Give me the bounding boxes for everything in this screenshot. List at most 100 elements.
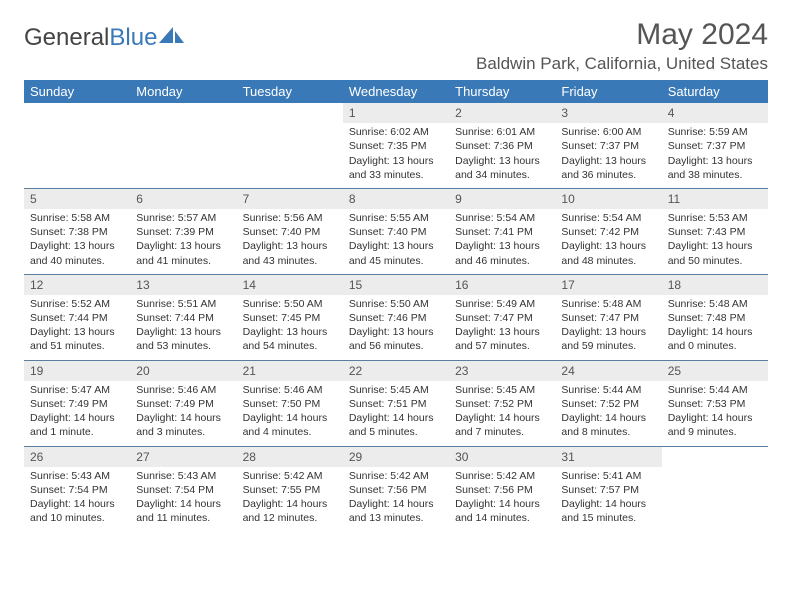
day-number: 2 [449, 103, 555, 123]
day-number: 28 [237, 447, 343, 467]
sunset-line: Sunset: 7:46 PM [349, 311, 443, 325]
day-number: 25 [662, 361, 768, 381]
sunset-line: Sunset: 7:44 PM [136, 311, 230, 325]
sunrise-line: Sunrise: 5:51 AM [136, 297, 230, 311]
sunrise-line: Sunrise: 5:45 AM [455, 383, 549, 397]
sunrise-line: Sunrise: 5:54 AM [561, 211, 655, 225]
sunset-line: Sunset: 7:55 PM [243, 483, 337, 497]
day-number: 6 [130, 189, 236, 209]
sunrise-line: Sunrise: 6:02 AM [349, 125, 443, 139]
day-number: 12 [24, 275, 130, 295]
sunset-line: Sunset: 7:51 PM [349, 397, 443, 411]
sunset-line: Sunset: 7:49 PM [136, 397, 230, 411]
sunset-line: Sunset: 7:41 PM [455, 225, 549, 239]
sunrise-line: Sunrise: 5:43 AM [30, 469, 124, 483]
calendar-cell: 29Sunrise: 5:42 AMSunset: 7:56 PMDayligh… [343, 446, 449, 531]
sunrise-line: Sunrise: 5:43 AM [136, 469, 230, 483]
sunset-line: Sunset: 7:37 PM [668, 139, 762, 153]
calendar-cell: 18Sunrise: 5:48 AMSunset: 7:48 PMDayligh… [662, 274, 768, 360]
sunrise-line: Sunrise: 5:50 AM [243, 297, 337, 311]
sunset-line: Sunset: 7:43 PM [668, 225, 762, 239]
daylight-line: Daylight: 13 hours and 38 minutes. [668, 154, 762, 182]
daylight-line: Daylight: 14 hours and 3 minutes. [136, 411, 230, 439]
sunrise-line: Sunrise: 5:57 AM [136, 211, 230, 225]
calendar-cell: 22Sunrise: 5:45 AMSunset: 7:51 PMDayligh… [343, 360, 449, 446]
sunrise-line: Sunrise: 5:46 AM [136, 383, 230, 397]
day-number: 17 [555, 275, 661, 295]
location-text: Baldwin Park, California, United States [24, 54, 768, 74]
daylight-line: Daylight: 14 hours and 8 minutes. [561, 411, 655, 439]
sunrise-line: Sunrise: 5:41 AM [561, 469, 655, 483]
daylight-line: Daylight: 14 hours and 9 minutes. [668, 411, 762, 439]
day-number: 7 [237, 189, 343, 209]
day-number: 14 [237, 275, 343, 295]
sunrise-line: Sunrise: 5:48 AM [668, 297, 762, 311]
sunrise-line: Sunrise: 5:46 AM [243, 383, 337, 397]
day-body: Sunrise: 5:51 AMSunset: 7:44 PMDaylight:… [130, 295, 236, 360]
calendar-cell: 5Sunrise: 5:58 AMSunset: 7:38 PMDaylight… [24, 188, 130, 274]
day-number: 15 [343, 275, 449, 295]
day-body: Sunrise: 5:42 AMSunset: 7:56 PMDaylight:… [449, 467, 555, 532]
sunset-line: Sunset: 7:40 PM [243, 225, 337, 239]
daylight-line: Daylight: 13 hours and 43 minutes. [243, 239, 337, 267]
daylight-line: Daylight: 14 hours and 0 minutes. [668, 325, 762, 353]
calendar-cell: 31Sunrise: 5:41 AMSunset: 7:57 PMDayligh… [555, 446, 661, 531]
day-number: 5 [24, 189, 130, 209]
page-title: May 2024 [636, 18, 768, 52]
day-body: Sunrise: 5:50 AMSunset: 7:45 PMDaylight:… [237, 295, 343, 360]
calendar-cell: 2Sunrise: 6:01 AMSunset: 7:36 PMDaylight… [449, 103, 555, 188]
sunset-line: Sunset: 7:54 PM [30, 483, 124, 497]
daylight-line: Daylight: 13 hours and 51 minutes. [30, 325, 124, 353]
day-number: 19 [24, 361, 130, 381]
sunrise-line: Sunrise: 6:00 AM [561, 125, 655, 139]
sunset-line: Sunset: 7:48 PM [668, 311, 762, 325]
day-number: 9 [449, 189, 555, 209]
sunset-line: Sunset: 7:57 PM [561, 483, 655, 497]
sunset-line: Sunset: 7:47 PM [455, 311, 549, 325]
daylight-line: Daylight: 13 hours and 36 minutes. [561, 154, 655, 182]
calendar-cell: 28Sunrise: 5:42 AMSunset: 7:55 PMDayligh… [237, 446, 343, 531]
daylight-line: Daylight: 13 hours and 40 minutes. [30, 239, 124, 267]
day-body: Sunrise: 5:45 AMSunset: 7:51 PMDaylight:… [343, 381, 449, 446]
sunset-line: Sunset: 7:50 PM [243, 397, 337, 411]
sunset-line: Sunset: 7:44 PM [30, 311, 124, 325]
calendar-cell: 19Sunrise: 5:47 AMSunset: 7:49 PMDayligh… [24, 360, 130, 446]
day-number: 27 [130, 447, 236, 467]
daylight-line: Daylight: 14 hours and 1 minute. [30, 411, 124, 439]
calendar-cell: 12Sunrise: 5:52 AMSunset: 7:44 PMDayligh… [24, 274, 130, 360]
sunrise-line: Sunrise: 5:59 AM [668, 125, 762, 139]
day-number: 3 [555, 103, 661, 123]
sunrise-line: Sunrise: 5:50 AM [349, 297, 443, 311]
sunset-line: Sunset: 7:36 PM [455, 139, 549, 153]
daylight-line: Daylight: 14 hours and 5 minutes. [349, 411, 443, 439]
day-body: Sunrise: 5:54 AMSunset: 7:41 PMDaylight:… [449, 209, 555, 274]
day-number: 31 [555, 447, 661, 467]
day-body: Sunrise: 5:48 AMSunset: 7:48 PMDaylight:… [662, 295, 768, 360]
day-number: 10 [555, 189, 661, 209]
calendar-cell: 7Sunrise: 5:56 AMSunset: 7:40 PMDaylight… [237, 188, 343, 274]
sunrise-line: Sunrise: 5:48 AM [561, 297, 655, 311]
day-number: 22 [343, 361, 449, 381]
calendar-cell: 25Sunrise: 5:44 AMSunset: 7:53 PMDayligh… [662, 360, 768, 446]
calendar-cell [237, 103, 343, 188]
day-body: Sunrise: 5:54 AMSunset: 7:42 PMDaylight:… [555, 209, 661, 274]
calendar-cell: 17Sunrise: 5:48 AMSunset: 7:47 PMDayligh… [555, 274, 661, 360]
day-number: 23 [449, 361, 555, 381]
calendar-cell: 20Sunrise: 5:46 AMSunset: 7:49 PMDayligh… [130, 360, 236, 446]
calendar-cell [662, 446, 768, 531]
day-number: 29 [343, 447, 449, 467]
sunset-line: Sunset: 7:42 PM [561, 225, 655, 239]
daylight-line: Daylight: 14 hours and 7 minutes. [455, 411, 549, 439]
calendar-cell: 27Sunrise: 5:43 AMSunset: 7:54 PMDayligh… [130, 446, 236, 531]
daylight-line: Daylight: 14 hours and 14 minutes. [455, 497, 549, 525]
calendar-cell: 24Sunrise: 5:44 AMSunset: 7:52 PMDayligh… [555, 360, 661, 446]
day-number: 30 [449, 447, 555, 467]
sunrise-line: Sunrise: 5:49 AM [455, 297, 549, 311]
daylight-line: Daylight: 13 hours and 56 minutes. [349, 325, 443, 353]
sunrise-line: Sunrise: 5:45 AM [349, 383, 443, 397]
sunrise-line: Sunrise: 5:54 AM [455, 211, 549, 225]
day-body: Sunrise: 5:59 AMSunset: 7:37 PMDaylight:… [662, 123, 768, 188]
daylight-line: Daylight: 13 hours and 54 minutes. [243, 325, 337, 353]
weekday-header: Thursday [449, 80, 555, 103]
calendar-cell: 21Sunrise: 5:46 AMSunset: 7:50 PMDayligh… [237, 360, 343, 446]
